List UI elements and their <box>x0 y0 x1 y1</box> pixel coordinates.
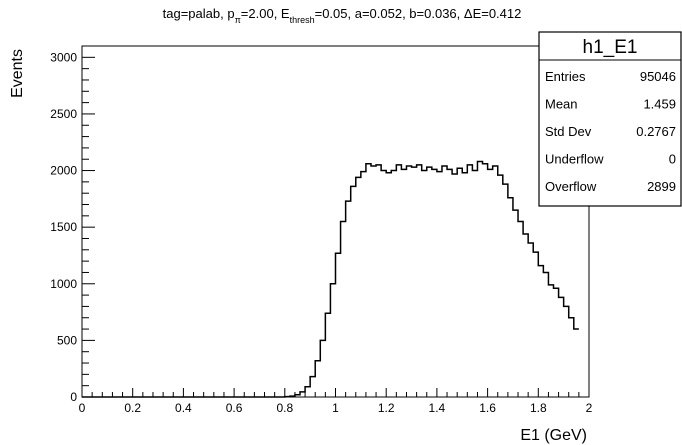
title-subscript-1: π <box>235 15 241 25</box>
title-part-2: =2.00, E <box>241 6 290 21</box>
y-axis-title: Events <box>9 49 26 98</box>
stats-row-label: Overflow <box>545 179 597 194</box>
title-subscript-2: thresh <box>290 15 315 25</box>
stats-box-title: h1_E1 <box>583 37 638 58</box>
stats-row-value: 0 <box>669 152 676 167</box>
stats-row-value: 95046 <box>640 69 676 84</box>
x-axis-title: E1 (GeV) <box>520 427 587 444</box>
y-tick-label: 1500 <box>50 220 77 234</box>
plot-frame <box>81 45 590 398</box>
x-tick-label: 0 <box>79 401 86 415</box>
stats-box-frame <box>538 31 682 207</box>
x-tick-label: 0.6 <box>226 401 243 415</box>
title-part-1: tag=palab, p <box>163 6 235 21</box>
x-tick-label: 1.2 <box>378 401 395 415</box>
y-axis-tick-labels: 0 500 1000 1500 2000 2500 3000 <box>50 50 77 404</box>
y-tick-label: 2000 <box>50 164 77 178</box>
histogram-series <box>82 160 579 398</box>
stats-row-label: Std Dev <box>545 124 592 139</box>
y-tick-label: 1000 <box>50 277 77 291</box>
x-tick-label: 1.6 <box>479 401 496 415</box>
y-tick-label: 0 <box>70 390 77 404</box>
x-axis-tick-labels: 0 0.2 0.4 0.6 0.8 1 1.2 1.4 1.6 1.8 2 <box>79 401 593 415</box>
y-tick-label: 2500 <box>50 107 77 121</box>
stats-row-label: Mean <box>545 97 578 112</box>
x-tick-label: 1.4 <box>429 401 446 415</box>
stats-row-value: 0.2767 <box>636 124 676 139</box>
x-tick-label: 2 <box>586 401 593 415</box>
x-tick-label: 1 <box>332 401 339 415</box>
x-tick-label: 0.4 <box>175 401 192 415</box>
title-part-3: =0.05, a=0.052, b=0.036, ΔE=0.412 <box>315 6 522 21</box>
x-tick-label: 0.8 <box>276 401 293 415</box>
stats-row-value: 1.459 <box>643 97 676 112</box>
y-tick-label: 3000 <box>50 50 77 64</box>
x-tick-label: 0.2 <box>124 401 141 415</box>
stats-box: h1_E1 Entries 95046 Mean 1.459 Std Dev 0.2767… <box>538 31 682 207</box>
stats-row-label: Entries <box>545 69 586 84</box>
x-tick-label: 1.8 <box>530 401 547 415</box>
stats-row-value: 2899 <box>647 179 676 194</box>
chart-title: tag=palab, pπ=2.00, Ethresh=0.05, a=0.05… <box>163 6 522 25</box>
y-tick-label: 500 <box>57 333 77 347</box>
y-axis-ticks <box>82 45 95 398</box>
x-axis-ticks <box>81 388 590 397</box>
stats-rows: Entries 95046 Mean 1.459 Std Dev 0.2767 Underf… <box>545 69 676 194</box>
stats-row-label: Underflow <box>545 152 604 167</box>
